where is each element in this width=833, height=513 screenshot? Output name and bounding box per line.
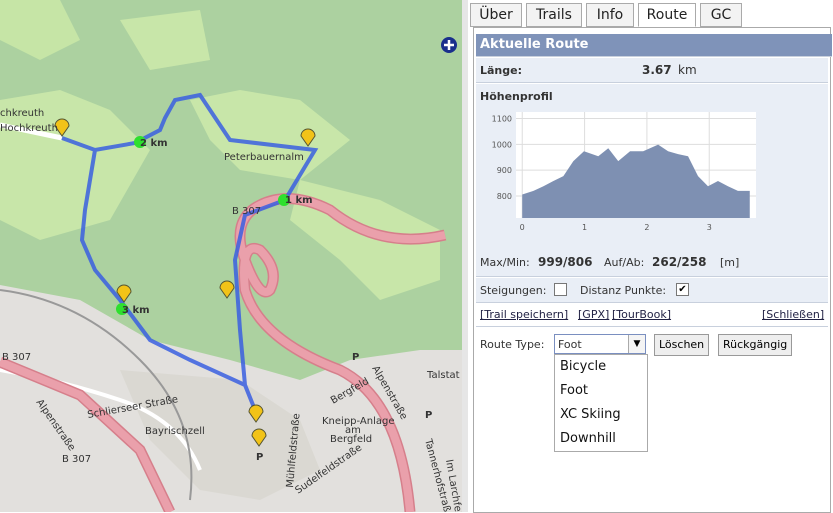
- marker[interactable]: [248, 404, 264, 423]
- option[interactable]: Bicycle: [560, 359, 607, 374]
- splitter: [462, 0, 468, 512]
- parking-label: P: [352, 352, 359, 363]
- road-b307: [0, 358, 174, 512]
- km-point: [278, 194, 290, 206]
- map-label: am: [345, 425, 361, 436]
- link[interactable]: [Schließen]: [762, 308, 825, 321]
- tab[interactable]: Info: [586, 3, 634, 27]
- map-label: 2 km: [140, 138, 168, 149]
- km-point: [134, 136, 146, 148]
- map-label: Talstat: [426, 370, 460, 381]
- meadow: [0, 90, 150, 240]
- profile-title: Höhenprofil: [480, 90, 553, 103]
- plus-icon: [444, 40, 454, 50]
- y-tick-label: 900: [497, 166, 512, 175]
- link[interactable]: [TourBook]: [612, 308, 672, 321]
- parking-label: P: [256, 452, 263, 463]
- link[interactable]: [Trail speichern]: [480, 308, 569, 321]
- length-value: 3.67: [642, 63, 672, 77]
- marker[interactable]: [54, 118, 70, 137]
- map-label: B 307: [62, 454, 91, 465]
- map-label: 3 km: [122, 305, 150, 316]
- length-label: Länge:: [480, 64, 522, 77]
- unit: [m]: [720, 256, 740, 269]
- x-tick-label: 2: [644, 223, 649, 232]
- y-tick-label: 800: [497, 192, 512, 201]
- panel-header: Aktuelle Route: [476, 34, 832, 57]
- markers: [54, 37, 457, 447]
- maxmin-value: 999/806: [538, 255, 593, 269]
- tab[interactable]: GC: [700, 3, 742, 27]
- select-arrow: ▼: [628, 335, 645, 353]
- route-panel: Aktuelle Route Länge: 3.67 km Höhenprofi…: [473, 27, 832, 513]
- aufab-label: Auf/Ab:: [604, 256, 645, 269]
- map-label: Hochkreuth: [0, 123, 58, 134]
- links-row: [Trail speichern] [GPX] [TourBook] [Schl…: [476, 304, 828, 327]
- elevation-area: [522, 144, 750, 218]
- road-alpenstrasse: [236, 194, 446, 512]
- map-label: B 307: [232, 206, 261, 217]
- map-label: Bayrischzell: [145, 426, 205, 437]
- length-unit: km: [678, 63, 697, 77]
- option[interactable]: Foot: [560, 383, 589, 398]
- map-label: Kneipp-Anlage: [322, 416, 395, 427]
- option-label: Steigungen:: [480, 284, 547, 297]
- marker[interactable]: [116, 284, 132, 303]
- rail: [0, 289, 193, 501]
- map-label: chkreuth: [0, 108, 44, 119]
- selected-option: Foot: [558, 338, 582, 351]
- route-type-label: Route Type:: [480, 338, 545, 351]
- tab[interactable]: Trails: [526, 3, 582, 27]
- marker[interactable]: [300, 128, 316, 147]
- route-type-row: Route Type: Foot ▼ Löschen Rückgängig: [476, 334, 828, 358]
- map: chkreuth Hochkreuth 2 km Peterbauernalm …: [0, 0, 462, 512]
- buildings: [120, 370, 320, 500]
- y-tick-label: 1100: [492, 114, 512, 123]
- road: [0, 122, 63, 141]
- profile-row: Höhenprofil 800 900 1000 1100 0 1 2 3 Max/Min: …: [476, 84, 828, 277]
- tab[interactable]: Über: [470, 3, 522, 27]
- x-tick-label: 1: [582, 223, 587, 232]
- map-label: 1 km: [285, 195, 313, 206]
- km-point: [116, 303, 128, 315]
- options-row: Steigungen: Distanz Punkte: ✔: [476, 278, 828, 303]
- x-tick-label: 0: [520, 223, 525, 232]
- option[interactable]: XC Skiing: [560, 407, 621, 422]
- checkbox[interactable]: [554, 283, 567, 296]
- option[interactable]: Downhill: [560, 431, 616, 446]
- parking-label: P: [425, 410, 432, 421]
- meadow: [0, 0, 80, 60]
- option-label: Distanz Punkte:: [580, 284, 667, 297]
- route-type-dropdown: Bicycle Foot XC Skiing Downhill: [554, 354, 648, 452]
- map-label: Peterbauernalm: [224, 152, 304, 163]
- map-label: Bergfeld: [330, 434, 372, 445]
- x-tick-label: 3: [707, 223, 712, 232]
- maxmin-label: Max/Min:: [480, 256, 530, 269]
- button[interactable]: Rückgängig: [718, 334, 793, 356]
- marker[interactable]: [219, 280, 235, 299]
- route-type-select[interactable]: Foot ▼: [554, 334, 646, 354]
- elevation-chart: 800 900 1000 1100 0 1 2 3: [492, 112, 756, 232]
- route: [61, 92, 319, 411]
- link[interactable]: [GPX]: [578, 308, 610, 321]
- length-row: Länge: 3.67 km: [476, 58, 828, 83]
- map-label: B 307: [2, 352, 31, 363]
- aufab-value: 262/258: [652, 255, 707, 269]
- y-tick-label: 1000: [492, 140, 512, 149]
- button[interactable]: Löschen: [654, 334, 710, 356]
- meadow: [120, 10, 210, 70]
- checkbox[interactable]: ✔: [676, 283, 689, 296]
- marker[interactable]: [251, 428, 267, 447]
- tab[interactable]: Route: [638, 3, 696, 27]
